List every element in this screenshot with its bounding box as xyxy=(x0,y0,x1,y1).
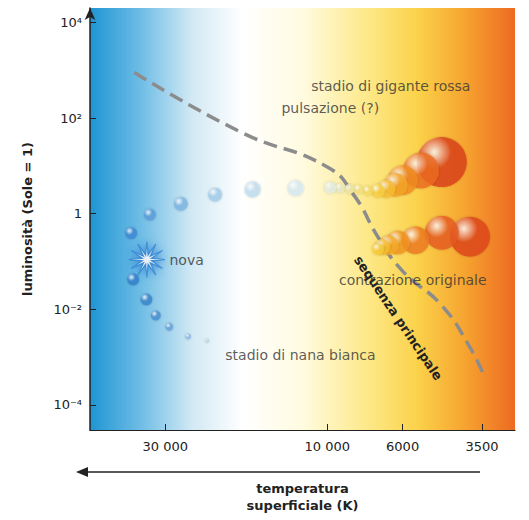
svg-text:contrazione originale: contrazione originale xyxy=(339,272,487,288)
svg-text:stadio di nana bianca: stadio di nana bianca xyxy=(225,347,375,363)
svg-text:10⁻⁴: 10⁻⁴ xyxy=(53,397,82,412)
svg-text:10⁴: 10⁴ xyxy=(60,15,82,30)
svg-text:6000: 6000 xyxy=(386,439,419,454)
svg-text:30 000: 30 000 xyxy=(143,439,189,454)
svg-text:pulsazione (?): pulsazione (?) xyxy=(281,100,379,116)
svg-text:sequenza principale: sequenza principale xyxy=(351,252,446,384)
svg-text:superficiale (K): superficiale (K) xyxy=(247,498,359,513)
svg-text:10 000: 10 000 xyxy=(305,439,351,454)
svg-text:10²: 10² xyxy=(60,111,82,126)
svg-text:nova: nova xyxy=(169,252,203,268)
svg-text:10⁻²: 10⁻² xyxy=(53,302,82,317)
svg-text:temperatura: temperatura xyxy=(256,481,349,496)
svg-text:luminosità (Sole = 1): luminosità (Sole = 1) xyxy=(20,142,35,296)
svg-text:3500: 3500 xyxy=(466,439,499,454)
svg-text:stadio di gigante rossa: stadio di gigante rossa xyxy=(311,78,470,94)
svg-text:1: 1 xyxy=(74,206,82,221)
